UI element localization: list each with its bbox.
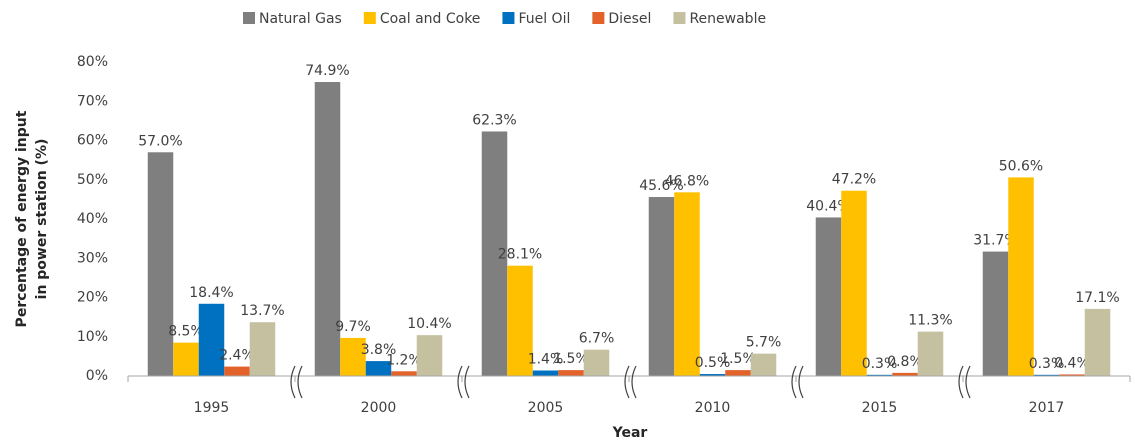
y-tick-label: 50% [77, 172, 108, 188]
bar [147, 152, 174, 376]
bar [648, 197, 675, 376]
data-label: 1.4% [528, 352, 564, 368]
bar [583, 349, 610, 376]
axis-break [631, 365, 637, 399]
axis-break [965, 365, 971, 399]
axis-break [624, 365, 630, 399]
legend-label: Fuel Oil [518, 11, 570, 27]
x-tick-label: 2000 [361, 400, 397, 416]
bar [1008, 177, 1034, 376]
bar [532, 370, 559, 376]
axis-break [457, 365, 463, 399]
data-label: 46.8% [665, 173, 709, 189]
data-label: 50.6% [999, 158, 1043, 174]
y-tick-label: 30% [77, 250, 108, 266]
data-label: 2.4% [219, 348, 255, 364]
axis-break [297, 365, 303, 399]
data-label: 5.7% [746, 335, 782, 351]
x-axis-title: Year [612, 425, 648, 441]
legend-swatch [673, 12, 686, 24]
y-tick-label: 20% [77, 290, 108, 306]
y-axis-title: in power station (%) [34, 139, 50, 300]
x-tick-label: 2005 [528, 400, 564, 416]
data-label: 0.3% [1029, 356, 1065, 372]
y-tick-label: 0% [86, 368, 108, 384]
data-label: 0.3% [862, 356, 898, 372]
data-label: 0.5% [695, 355, 731, 371]
bar [866, 374, 893, 376]
bar [674, 192, 700, 376]
axis-break [791, 365, 797, 399]
x-tick-label: 2017 [1029, 400, 1065, 416]
bar [416, 335, 443, 376]
bar [1084, 308, 1111, 376]
axis-break [798, 365, 804, 399]
bar [982, 251, 1009, 376]
bar [198, 303, 225, 376]
data-label: 1.5% [720, 351, 756, 367]
data-label: 45.6% [639, 178, 683, 194]
y-tick-label: 70% [77, 93, 108, 109]
data-label: 1.2% [386, 352, 422, 368]
bar [481, 131, 508, 376]
data-label: 1.5% [553, 351, 589, 367]
bar [917, 331, 944, 376]
bar [507, 265, 533, 376]
x-tick-label: 1995 [194, 400, 230, 416]
legend-label: Diesel [608, 11, 651, 27]
legend-swatch [502, 12, 515, 24]
bar [314, 82, 341, 376]
bar [699, 374, 726, 376]
data-label: 0.8% [887, 354, 923, 370]
data-label: 57.0% [138, 133, 182, 149]
data-label: 8.5% [168, 324, 204, 340]
data-label: 31.7% [973, 233, 1017, 249]
bar [892, 372, 918, 376]
data-label: 13.7% [240, 303, 284, 319]
legend-swatch [363, 12, 376, 24]
legend-swatch [243, 12, 255, 24]
legend-label: Coal and Coke [380, 11, 481, 27]
legend-label: Natural Gas [259, 11, 342, 27]
axis-break [958, 365, 964, 399]
bar [841, 190, 867, 376]
y-tick-label: 60% [77, 133, 108, 149]
bar [365, 361, 392, 376]
bar [340, 337, 366, 376]
data-label: 17.1% [1075, 290, 1119, 306]
y-tick-label: 10% [77, 329, 108, 345]
bar [815, 217, 842, 376]
y-tick-label: 40% [77, 211, 108, 227]
data-label: 0.4% [1054, 355, 1090, 371]
legend-label: Renewable [689, 11, 766, 27]
bar [558, 370, 584, 376]
data-label: 47.2% [832, 172, 876, 188]
x-tick-label: 2010 [695, 400, 731, 416]
data-label: 11.3% [908, 313, 952, 329]
data-label: 74.9% [305, 63, 349, 79]
x-tick-label: 2015 [862, 400, 898, 416]
y-axis-title: Percentage of energy input [14, 110, 30, 327]
bar [1033, 374, 1060, 376]
bar [725, 370, 751, 376]
data-label: 10.4% [407, 316, 451, 332]
bar [249, 322, 276, 376]
data-label: 28.1% [498, 247, 542, 263]
data-label: 18.4% [189, 285, 233, 301]
axis-break [464, 365, 470, 399]
data-label: 3.8% [361, 342, 397, 358]
legend-swatch [592, 12, 605, 24]
bar [173, 342, 199, 376]
y-tick-label: 80% [77, 54, 108, 70]
data-label: 40.4% [806, 198, 850, 214]
bar [750, 353, 777, 376]
data-label: 62.3% [472, 112, 516, 128]
bar [224, 366, 250, 376]
axis-break [290, 365, 296, 399]
bar [391, 371, 417, 376]
data-label: 6.7% [579, 331, 615, 347]
bar [1059, 374, 1085, 376]
data-label: 9.7% [335, 319, 371, 335]
